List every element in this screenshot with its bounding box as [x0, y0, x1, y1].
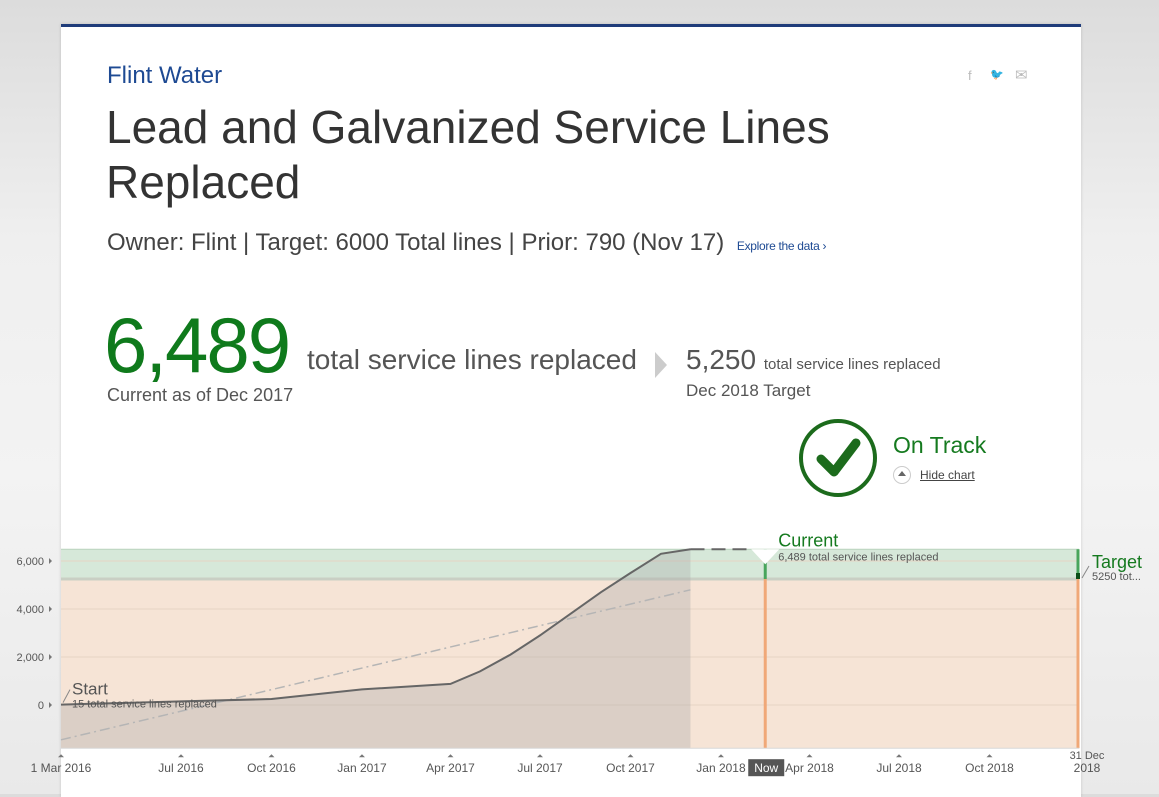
start-subtitle: 15 total service lines replaced	[72, 699, 217, 711]
trend-line	[60, 589, 691, 741]
facebook-icon[interactable]: f	[968, 68, 972, 83]
current-subtitle: 6,489 total service lines replaced	[778, 551, 938, 563]
target-marker	[1076, 573, 1080, 579]
y-tick-label: 0	[38, 700, 44, 712]
email-icon[interactable]: ✉	[1015, 67, 1028, 84]
target-subtitle: 5250 tot...	[1092, 571, 1141, 583]
y-tick-marker	[49, 558, 52, 564]
current-pointer	[751, 549, 780, 565]
status-label: On Track	[893, 432, 987, 458]
x-tick-marker	[447, 754, 454, 758]
y-tick-label: 6,000	[16, 556, 44, 568]
x-tick-label: Oct 2017	[606, 761, 655, 775]
page-title: Lead and Galvanized Service Lines Replac…	[106, 101, 830, 208]
x-tick-marker	[537, 754, 544, 758]
section-title[interactable]: Flint Water	[107, 62, 223, 89]
target-date: Dec 2018 Target	[686, 381, 811, 400]
now-badge	[748, 759, 785, 777]
current-value: 6,489	[104, 301, 291, 389]
start-leader	[62, 689, 71, 703]
twitter-icon[interactable]: 🐦	[990, 69, 1004, 81]
y-tick-label: 4,000	[16, 604, 44, 616]
now-label: Now	[754, 761, 778, 775]
x-tick-marker	[358, 754, 365, 758]
x-tick-label: Jul 2017	[517, 761, 563, 775]
hide-chart-control[interactable]: Hide chart	[893, 466, 975, 484]
past-area	[61, 549, 691, 749]
metric-meta: Owner: Flint | Target: 6000 Total lines …	[107, 229, 827, 257]
target-value: 5,250	[686, 344, 757, 375]
x-tick-label: Apr 2018	[785, 761, 834, 775]
current-title: Current	[778, 530, 838, 550]
x-tick-marker	[627, 754, 634, 758]
x-tick-marker	[986, 754, 993, 758]
y-tick-label: 2,000	[16, 652, 44, 664]
x-tick-label: Jul 2016	[158, 761, 204, 775]
target-title: Target	[1092, 552, 1142, 572]
x-tick-marker	[58, 754, 64, 758]
x-tick-label: 1 Mar 2016	[31, 761, 92, 775]
x-tick-label: Jan 2018	[696, 761, 746, 775]
start-title: Start	[72, 680, 108, 699]
status-badge	[799, 419, 877, 497]
x-tick-marker	[717, 754, 724, 758]
x-tick-marker	[806, 754, 813, 758]
hide-chart-link[interactable]: Hide chart	[920, 468, 975, 482]
explore-data-link[interactable]: Explore the data ›	[736, 239, 827, 253]
y-tick-marker	[49, 606, 52, 612]
chevron-up-icon[interactable]	[893, 466, 911, 484]
on-track-band	[61, 549, 1079, 579]
series-line	[60, 548, 691, 706]
x-tick-label: Jan 2017	[337, 761, 387, 775]
line-chart: 0 2,000 4,000 6,000 1 Mar 2016 Jul 2016 Oct 20…	[16, 530, 1142, 777]
y-tick-marker	[49, 702, 52, 708]
x-end-label-line2: 2018	[1074, 761, 1101, 775]
y-tick-marker	[49, 654, 52, 660]
check-icon	[816, 438, 861, 477]
target-leader	[1081, 565, 1090, 579]
current-asof: Current as of Dec 2017	[107, 385, 294, 405]
x-tick-marker	[268, 754, 275, 758]
target-value-block: 5,250 total service lines replaced	[686, 344, 941, 376]
x-tick-label: Jul 2018	[876, 761, 922, 775]
chevron-right-icon	[655, 352, 667, 378]
x-tick-marker	[177, 754, 184, 758]
x-end-label-line1: 31 Dec	[1070, 750, 1105, 762]
current-label: total service lines replaced	[307, 344, 637, 375]
x-tick-label: Oct 2016	[247, 761, 296, 775]
x-tick-label: Oct 2018	[965, 761, 1014, 775]
meta-text: Owner: Flint | Target: 6000 Total lines …	[107, 229, 725, 256]
off-track-band	[61, 579, 1079, 749]
target-label: total service lines replaced	[763, 356, 941, 373]
x-tick-marker	[896, 754, 903, 758]
x-tick-label: Apr 2017	[426, 761, 475, 775]
